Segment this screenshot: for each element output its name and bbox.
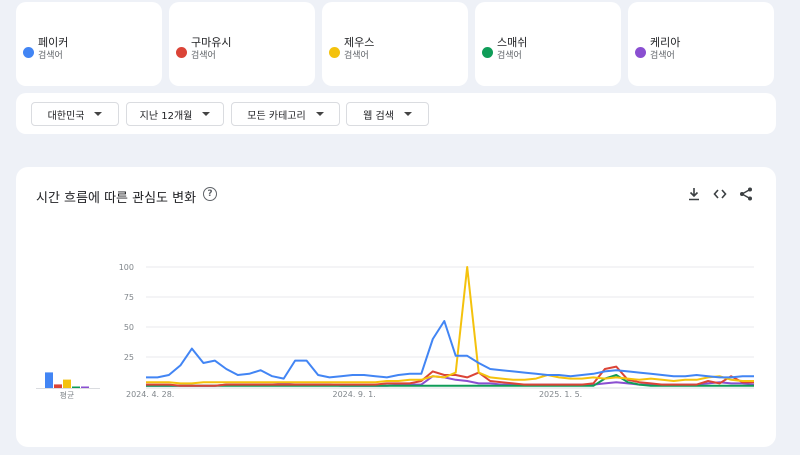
caret-down-icon <box>403 112 412 116</box>
share-icon[interactable] <box>737 185 755 203</box>
x-tick-label: 2025. 1. 5. <box>539 390 582 399</box>
search-type-dropdown[interactable]: 웹 검색 <box>346 102 429 126</box>
category-dropdown[interactable]: 모든 카테고리 <box>231 102 340 126</box>
term-type: 검색어 <box>344 51 369 61</box>
panel-title: 시간 흐름에 따른 관심도 변화 <box>36 191 197 206</box>
term-type: 검색어 <box>497 51 522 61</box>
y-tick-label: 50 <box>124 323 134 332</box>
interest-over-time-panel: 시간 흐름에 따른 관심도 변화 ? 100 75 50 25 2024. 4. 28.… <box>16 167 776 447</box>
compare-terms: 페이커 검색어 구마유시 검색어 제우스 검색어 스매쉬 검색어 케리아 검색어 <box>16 2 776 86</box>
interest-line-chart: 100 75 50 25 2024. 4. 28. 2024. 9. 1. 2025. 1.… <box>36 263 755 400</box>
term-name: 제우스 <box>344 36 375 49</box>
region-label: 대한민국 <box>47 110 85 122</box>
average-bar <box>45 372 53 388</box>
y-tick-label: 100 <box>119 263 134 272</box>
term-card-3[interactable]: 제우스 검색어 <box>322 2 468 86</box>
help-icon[interactable]: ? <box>203 187 217 201</box>
category-label: 모든 카테고리 <box>247 110 306 122</box>
term-card-4[interactable]: 스매쉬 검색어 <box>475 2 621 86</box>
period-label: 지난 12개월 <box>139 110 193 122</box>
term-name: 스매쉬 <box>497 36 528 49</box>
series-color-dot-icon <box>482 47 493 58</box>
term-card-5[interactable]: 케리아 검색어 <box>628 2 774 86</box>
average-bar <box>63 379 71 388</box>
search-type-label: 웹 검색 <box>363 110 394 122</box>
x-tick-label: 2024. 9. 1. <box>332 390 375 399</box>
period-dropdown[interactable]: 지난 12개월 <box>126 102 224 126</box>
filter-bar: 대한민국 지난 12개월 모든 카테고리 웹 검색 <box>16 93 776 134</box>
term-type: 검색어 <box>38 51 63 61</box>
x-tick-label: 2024. 4. 28. <box>126 390 174 399</box>
caret-down-icon <box>315 112 324 116</box>
average-bar <box>81 386 89 388</box>
region-dropdown[interactable]: 대한민국 <box>31 102 119 126</box>
series-color-dot-icon <box>23 47 34 58</box>
series-line-4 <box>146 374 754 387</box>
term-type: 검색어 <box>191 51 216 61</box>
y-tick-label: 25 <box>124 353 134 362</box>
term-name: 페이커 <box>38 36 69 49</box>
series-line-3 <box>146 266 754 385</box>
term-card-2[interactable]: 구마유시 검색어 <box>169 2 315 86</box>
term-name: 케리아 <box>650 36 681 49</box>
term-name: 구마유시 <box>191 36 232 49</box>
series-color-dot-icon <box>635 47 646 58</box>
caret-down-icon <box>202 112 211 116</box>
y-tick-label: 75 <box>124 293 134 302</box>
term-type: 검색어 <box>650 51 675 61</box>
caret-down-icon <box>94 112 103 116</box>
download-icon[interactable] <box>685 185 703 203</box>
series-color-dot-icon <box>329 47 340 58</box>
series-line-1 <box>146 320 754 380</box>
embed-code-icon[interactable] <box>711 185 729 203</box>
series-color-dot-icon <box>176 47 187 58</box>
average-bar <box>54 384 62 388</box>
average-bar <box>72 386 80 388</box>
term-card-1[interactable]: 페이커 검색어 <box>16 2 162 86</box>
average-label: 평균 <box>60 390 75 400</box>
